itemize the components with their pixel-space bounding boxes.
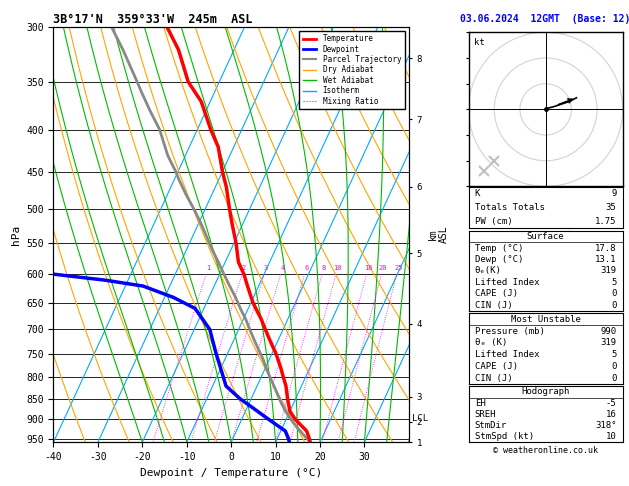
Text: Temp (°C): Temp (°C) (475, 243, 523, 253)
Text: Surface: Surface (527, 232, 564, 241)
Text: LCL: LCL (413, 414, 428, 423)
Text: © weatheronline.co.uk: © weatheronline.co.uk (493, 446, 598, 455)
Text: Dewp (°C): Dewp (°C) (475, 255, 523, 264)
Text: Most Unstable: Most Unstable (511, 315, 581, 324)
Text: 0: 0 (611, 374, 616, 382)
Text: CIN (J): CIN (J) (475, 301, 513, 310)
Text: 9: 9 (611, 190, 616, 198)
X-axis label: Dewpoint / Temperature (°C): Dewpoint / Temperature (°C) (140, 468, 322, 478)
Text: Lifted Index: Lifted Index (475, 350, 539, 359)
Text: 0: 0 (611, 301, 616, 310)
Text: 8: 8 (321, 265, 326, 271)
Text: kt: kt (474, 38, 484, 47)
Y-axis label: hPa: hPa (11, 225, 21, 244)
Text: 10: 10 (606, 432, 616, 441)
Text: 6: 6 (304, 265, 308, 271)
Text: Totals Totals: Totals Totals (475, 203, 545, 212)
Text: Mixing Ratio (g/kg): Mixing Ratio (g/kg) (564, 184, 573, 279)
Text: -5: -5 (606, 399, 616, 408)
Text: Lifted Index: Lifted Index (475, 278, 539, 287)
Text: Pressure (mb): Pressure (mb) (475, 327, 545, 336)
Text: 3: 3 (264, 265, 268, 271)
Text: 1: 1 (206, 265, 210, 271)
Text: 319: 319 (601, 266, 616, 276)
Text: 20: 20 (379, 265, 387, 271)
Text: StmDir: StmDir (475, 421, 507, 430)
Y-axis label: km
ASL: km ASL (428, 226, 449, 243)
Text: 2: 2 (242, 265, 246, 271)
Text: 4: 4 (281, 265, 284, 271)
Text: 16: 16 (606, 410, 616, 419)
Text: CAPE (J): CAPE (J) (475, 289, 518, 298)
Text: 318°: 318° (595, 421, 616, 430)
Text: θₑ (K): θₑ (K) (475, 338, 507, 347)
Text: 3B°17'N  359°33'W  245m  ASL: 3B°17'N 359°33'W 245m ASL (53, 13, 253, 26)
Text: CIN (J): CIN (J) (475, 374, 513, 382)
Text: 13.1: 13.1 (595, 255, 616, 264)
Text: 5: 5 (611, 350, 616, 359)
Text: 10: 10 (333, 265, 342, 271)
Text: 0: 0 (611, 362, 616, 371)
Text: 16: 16 (364, 265, 372, 271)
Text: 319: 319 (601, 338, 616, 347)
Text: 990: 990 (601, 327, 616, 336)
Text: EH: EH (475, 399, 486, 408)
Text: CAPE (J): CAPE (J) (475, 362, 518, 371)
Text: 1.75: 1.75 (595, 217, 616, 226)
Text: 25: 25 (394, 265, 403, 271)
Legend: Temperature, Dewpoint, Parcel Trajectory, Dry Adiabat, Wet Adiabat, Isotherm, Mi: Temperature, Dewpoint, Parcel Trajectory… (299, 31, 405, 109)
Text: 35: 35 (606, 203, 616, 212)
Text: θₑ(K): θₑ(K) (475, 266, 502, 276)
Text: 03.06.2024  12GMT  (Base: 12): 03.06.2024 12GMT (Base: 12) (460, 14, 629, 24)
Text: SREH: SREH (475, 410, 496, 419)
Text: StmSpd (kt): StmSpd (kt) (475, 432, 534, 441)
Text: PW (cm): PW (cm) (475, 217, 513, 226)
Text: Hodograph: Hodograph (521, 387, 570, 397)
Text: 17.8: 17.8 (595, 243, 616, 253)
Text: 5: 5 (611, 278, 616, 287)
Text: K: K (475, 190, 480, 198)
Text: 0: 0 (611, 289, 616, 298)
